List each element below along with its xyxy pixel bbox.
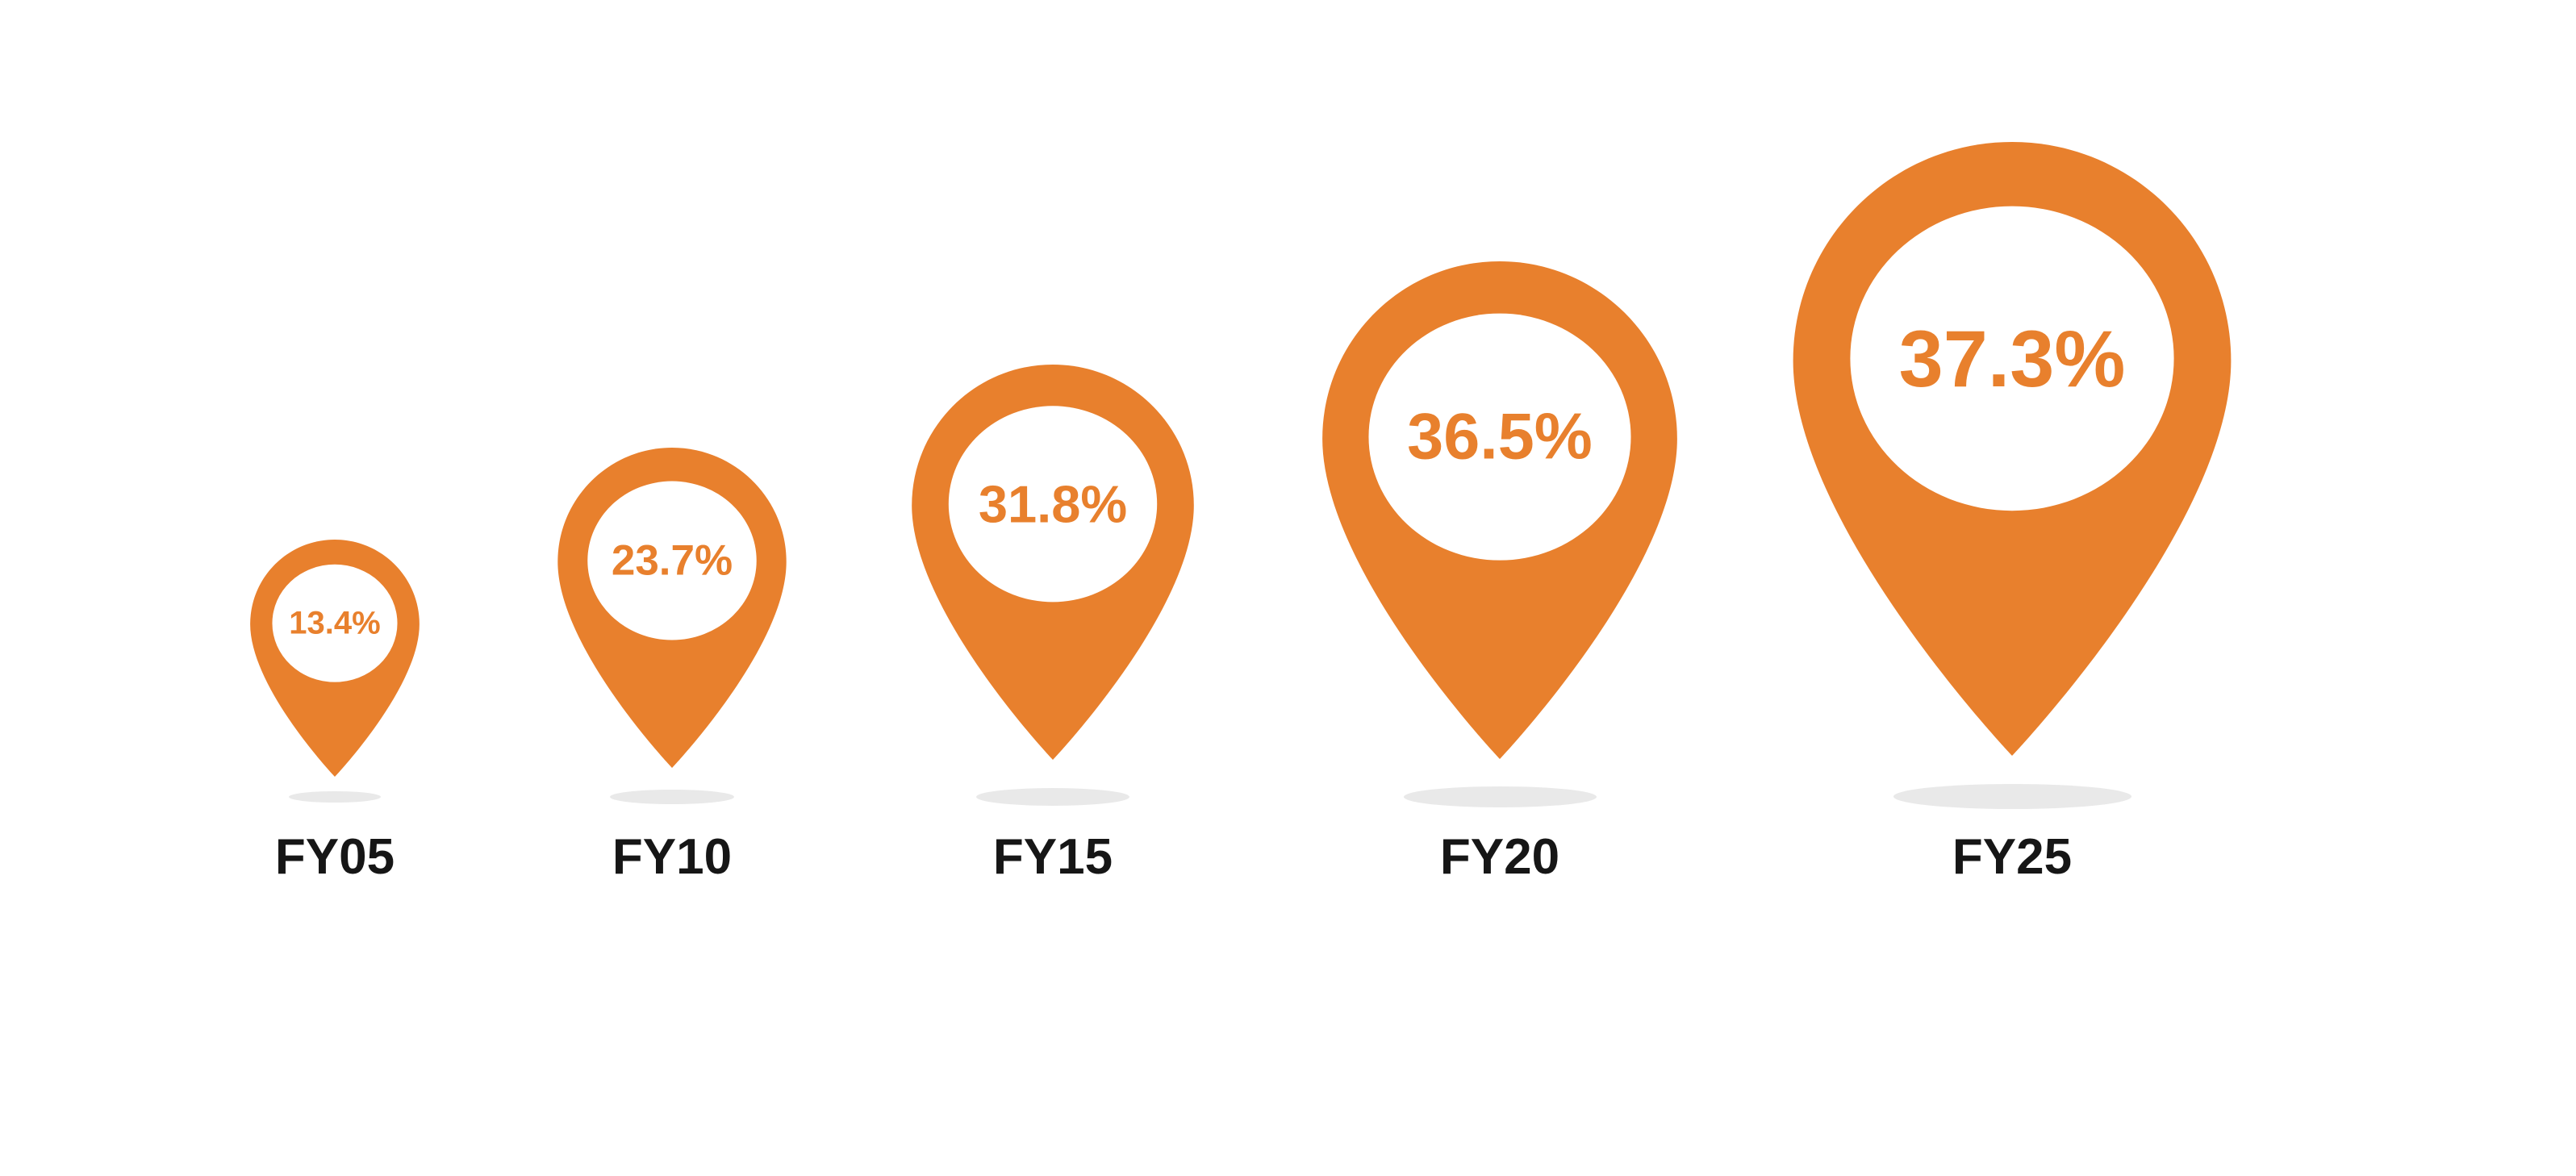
pin-hole <box>1368 313 1631 561</box>
pin-shadow <box>976 788 1129 806</box>
pin-marker-fy15: 31.8% <box>900 365 1206 760</box>
pin-marker-fy05: 13.4% <box>243 540 427 777</box>
map-pin-icon <box>250 540 420 777</box>
category-label: FY05 <box>274 829 395 885</box>
category-label: FY10 <box>612 829 733 885</box>
pin-value-label: 23.7% <box>611 536 733 585</box>
map-pin-icon <box>912 365 1194 760</box>
pin-hole <box>1850 206 2174 511</box>
pin-marker-fy25: 37.3% <box>1774 142 2250 756</box>
category-label: FY25 <box>1952 829 2073 885</box>
pin-value-label: 31.8% <box>978 474 1128 534</box>
pin-hole <box>587 481 757 640</box>
pin-shadow <box>289 791 381 803</box>
pin-value-label: 36.5% <box>1407 400 1593 473</box>
pin-hole <box>948 406 1158 603</box>
pin-shadow <box>610 790 734 804</box>
pin-shadow <box>1404 786 1597 807</box>
category-label: FY20 <box>1439 829 1560 885</box>
pin-marker-fy20: 36.5% <box>1307 261 1693 759</box>
pin-shadow <box>1893 784 2131 809</box>
map-pin-icon <box>1322 261 1677 759</box>
pin-hole <box>272 564 398 682</box>
pin-marker-fy10: 23.7% <box>548 448 796 768</box>
category-label: FY15 <box>992 829 1113 885</box>
pin-value-label: 37.3% <box>1898 313 2126 403</box>
pin-value-label: 13.4% <box>289 605 381 641</box>
map-pin-icon <box>1793 142 2232 756</box>
map-pin-icon <box>557 448 787 768</box>
